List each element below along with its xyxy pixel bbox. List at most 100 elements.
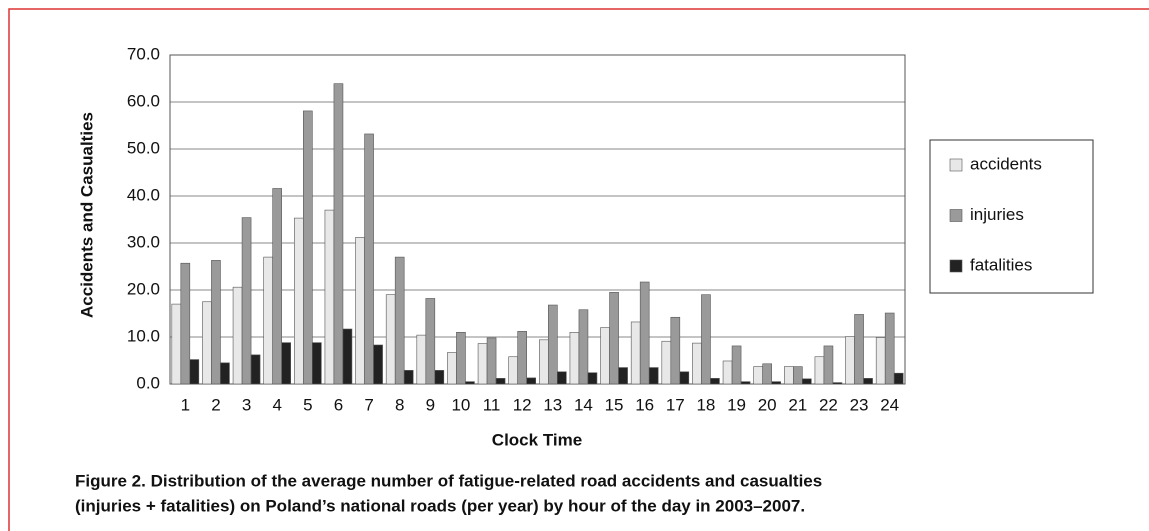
y-tick-label: 70.0 — [127, 44, 160, 63]
bar — [241, 217, 252, 385]
x-tick-label: 1 — [181, 395, 190, 414]
caption-line: Figure 2. Distribution of the average nu… — [75, 471, 822, 490]
bar — [771, 381, 781, 385]
bar — [648, 367, 659, 385]
x-tick-label: 16 — [635, 395, 654, 414]
legend-swatch — [949, 259, 963, 273]
x-tick-label: 18 — [696, 395, 715, 414]
bar — [670, 316, 681, 385]
bar — [281, 342, 291, 385]
bar — [447, 352, 457, 385]
y-tick-label: 10.0 — [127, 326, 160, 345]
bar — [639, 281, 650, 385]
bar — [355, 237, 365, 385]
x-tick-label: 4 — [272, 395, 281, 414]
bar — [587, 372, 598, 385]
bar — [600, 327, 610, 385]
x-tick-label: 24 — [880, 395, 899, 414]
y-tick-label: 30.0 — [127, 232, 160, 251]
x-tick-label: 20 — [758, 395, 777, 414]
x-tick-label: 2 — [211, 395, 220, 414]
bar — [578, 309, 589, 385]
y-tick-label: 40.0 — [127, 185, 160, 204]
bar — [710, 378, 720, 385]
bar — [333, 83, 344, 385]
bar — [679, 371, 690, 385]
bar — [342, 328, 353, 385]
x-axis-title: Clock Time — [492, 430, 582, 449]
bar — [832, 382, 843, 385]
y-tick-label: 0.0 — [136, 373, 160, 392]
bar — [303, 110, 313, 385]
bar — [171, 303, 182, 385]
bar — [845, 336, 855, 385]
bar — [294, 217, 304, 385]
x-tick-label: 14 — [574, 395, 593, 414]
bar — [434, 370, 445, 385]
bar — [465, 381, 475, 385]
x-tick-label: 8 — [395, 395, 404, 414]
bar — [731, 345, 742, 385]
bar — [784, 366, 794, 385]
bar — [762, 363, 772, 385]
bar — [661, 340, 672, 385]
bar — [722, 360, 733, 385]
y-tick-label: 20.0 — [127, 279, 160, 298]
bar — [893, 372, 904, 385]
x-tick-label: 5 — [303, 395, 312, 414]
bar — [863, 378, 873, 385]
caption-line: (injuries + fatalities) on Poland’s nati… — [75, 496, 805, 515]
x-tick-label: 13 — [543, 395, 562, 414]
x-tick-label: 23 — [850, 395, 869, 414]
bar — [517, 331, 527, 385]
bar — [211, 260, 221, 385]
bar — [486, 337, 497, 385]
bar — [220, 362, 230, 385]
x-tick-label: 19 — [727, 395, 746, 414]
bar — [854, 314, 864, 385]
bar — [526, 377, 536, 385]
bar — [569, 331, 580, 385]
bar — [557, 371, 567, 385]
legend-swatch — [949, 209, 963, 222]
bar — [232, 286, 243, 385]
x-tick-label: 22 — [819, 395, 838, 414]
bar — [364, 133, 374, 385]
bar — [180, 262, 191, 385]
bar — [630, 321, 641, 385]
x-tick-label: 17 — [666, 395, 685, 414]
bar — [884, 312, 895, 385]
bar — [823, 345, 834, 385]
x-tick-label: 9 — [426, 395, 435, 414]
bar — [701, 294, 711, 385]
bar — [263, 256, 273, 385]
bar — [425, 298, 436, 385]
frame — [8, 8, 1149, 531]
y-tick-label: 60.0 — [127, 91, 160, 110]
bar — [373, 344, 383, 385]
bar — [385, 294, 396, 385]
bar — [495, 378, 506, 385]
bar — [793, 366, 803, 385]
legend-swatch — [949, 158, 963, 172]
x-tick-label: 12 — [513, 395, 532, 414]
bar — [539, 339, 549, 385]
bar — [609, 292, 619, 385]
bar — [753, 366, 763, 385]
bar — [548, 304, 558, 385]
y-axis-title: Accidents and Casualties — [77, 112, 96, 318]
bar — [875, 337, 886, 385]
x-tick-label: 15 — [605, 395, 624, 414]
plot-border — [169, 54, 906, 385]
bar — [416, 334, 427, 385]
bar — [394, 256, 405, 385]
bar — [740, 381, 751, 385]
bar — [456, 331, 466, 385]
bar — [618, 367, 628, 385]
x-tick-label: 11 — [483, 395, 501, 414]
x-tick-label: 6 — [334, 395, 343, 414]
x-tick-label: 10 — [451, 395, 470, 414]
bar — [477, 343, 488, 385]
legend-label: injuries — [970, 205, 1024, 224]
